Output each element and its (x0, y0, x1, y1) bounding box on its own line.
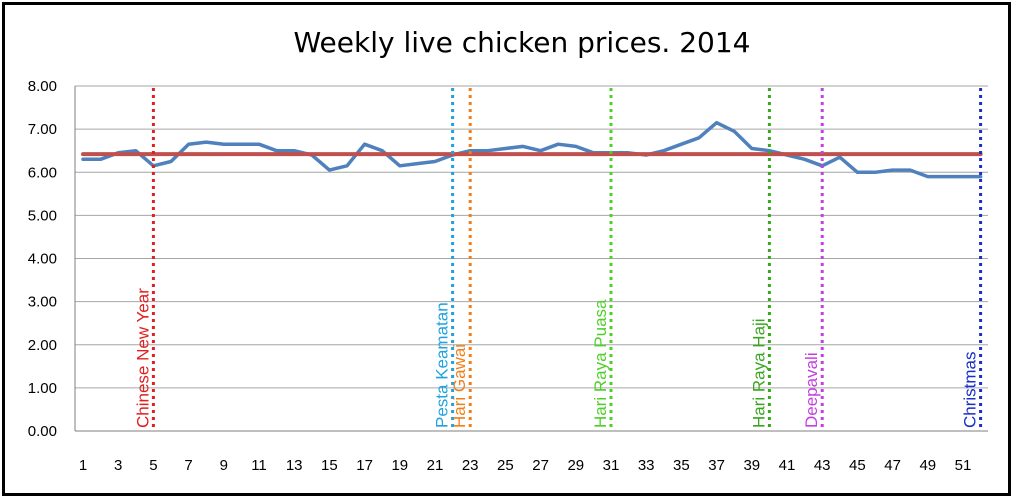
x-tick-label: 21 (427, 457, 444, 474)
x-tick-label: 43 (814, 457, 831, 474)
y-tick-label: 7.00 (28, 121, 57, 138)
x-tick-label: 47 (884, 457, 901, 474)
x-tick-label: 31 (603, 457, 620, 474)
x-tick-label: 5 (149, 457, 157, 474)
x-tick-label: 35 (673, 457, 690, 474)
x-tick-label: 45 (849, 457, 866, 474)
y-tick-label: 2.00 (28, 337, 57, 354)
x-tick-label: 17 (356, 457, 373, 474)
x-tick-label: 11 (251, 457, 267, 474)
price-series-line (81, 120, 983, 179)
x-tick-label: 27 (532, 457, 549, 474)
x-tick-label: 41 (779, 457, 796, 474)
x-tick-label: 25 (497, 457, 514, 474)
x-tick-label: 37 (708, 457, 725, 474)
event-label: Pesta Keamatan (433, 302, 452, 428)
x-tick-label: 51 (955, 457, 972, 474)
x-tick-label: 7 (184, 457, 192, 474)
y-tick-label: 1.00 (28, 380, 57, 397)
x-tick-label: 39 (743, 457, 760, 474)
y-tick-label: 0.00 (28, 423, 57, 440)
x-tick-label: 29 (567, 457, 584, 474)
x-tick-label: 15 (321, 457, 338, 474)
x-tick-label: 13 (286, 457, 303, 474)
y-tick-label: 3.00 (28, 294, 57, 311)
x-tick-label: 23 (462, 457, 479, 474)
x-tick-label: 1 (79, 457, 87, 474)
event-label: Chinese New Year (133, 288, 152, 428)
event-label: Deepavali (802, 352, 821, 428)
x-axis-ticks: 1 3 5 7 9 11 13 15 17 19 21 23 25 27 29 31 33 35 37 39 41 43 4… (79, 457, 972, 474)
x-tick-label: 33 (638, 457, 655, 474)
chart-title: Weekly live chicken prices. 2014 (294, 26, 751, 59)
x-tick-label: 3 (114, 457, 122, 474)
x-tick-label: 19 (391, 457, 408, 474)
gridlines (74, 85, 988, 432)
event-label: Christmas (961, 351, 980, 428)
y-tick-label: 8.00 (28, 78, 57, 95)
event-label: Hari Gawai (450, 344, 469, 428)
x-tick-label: 9 (220, 457, 228, 474)
event-label: Hari Raya Puasa (591, 299, 610, 428)
y-tick-label: 6.00 (28, 164, 57, 181)
x-tick-label: 49 (919, 457, 936, 474)
y-axis-ticks: 0.00 1.00 2.00 3.00 4.00 5.00 6.00 7.00 8.00 (28, 78, 57, 440)
series-layer (81, 120, 983, 179)
event-label: Hari Raya Haji (749, 318, 768, 428)
y-tick-label: 4.00 (28, 251, 57, 268)
y-tick-label: 5.00 (28, 207, 57, 224)
